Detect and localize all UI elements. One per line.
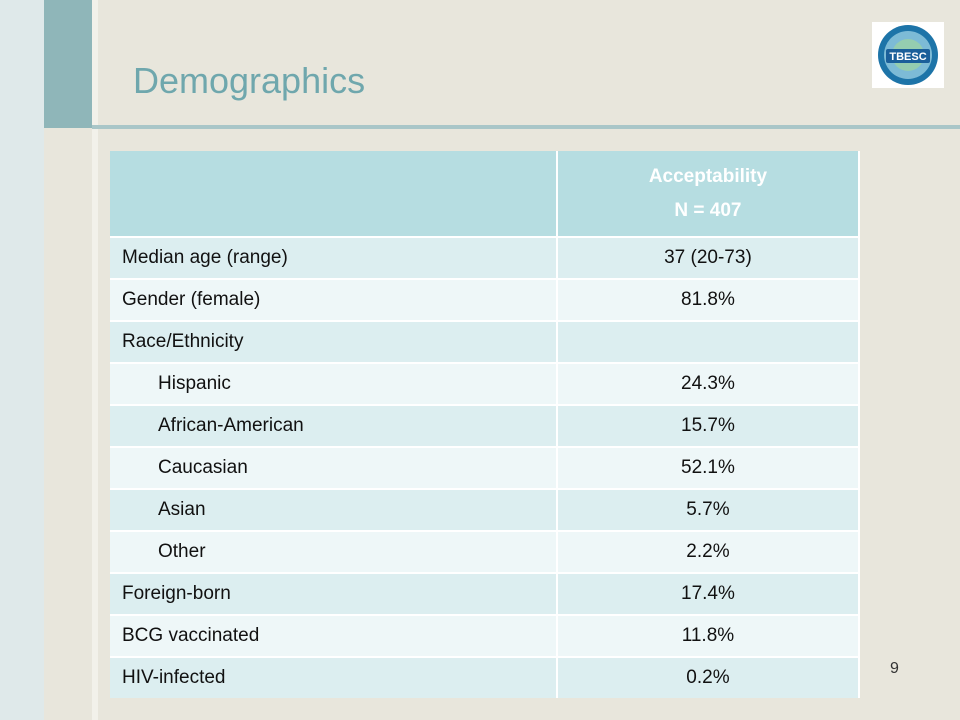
row-label: Foreign-born	[110, 572, 558, 615]
page-title: Demographics	[133, 60, 366, 101]
row-label: Hispanic	[110, 362, 558, 405]
table-row: HIV-infected 0.2%	[110, 656, 861, 698]
row-label: Other	[110, 530, 558, 573]
table-row: Hispanic 24.3%	[110, 362, 861, 405]
table-row: Other 2.2%	[110, 530, 861, 573]
row-value: 5.7%	[556, 488, 861, 531]
table-row: Caucasian 52.1%	[110, 446, 861, 489]
header-line-1: Acceptability	[648, 165, 768, 187]
table-row: Asian 5.7%	[110, 488, 861, 531]
inner-band	[92, 0, 98, 720]
row-value: 11.8%	[556, 614, 861, 657]
table-header-row: Acceptability N = 407	[110, 151, 861, 237]
logo-text: TBESC	[889, 51, 926, 63]
row-label: African-American	[110, 404, 558, 447]
page-number: 9	[890, 660, 899, 677]
table-row: Foreign-born 17.4%	[110, 572, 861, 615]
row-value	[556, 320, 861, 363]
tbesc-logo: TBESC	[872, 22, 944, 88]
row-value: 24.3%	[556, 362, 861, 405]
row-value: 15.7%	[556, 404, 861, 447]
demographics-table: Acceptability N = 407 Median age (range)…	[110, 151, 861, 698]
header-empty-cell	[110, 151, 558, 237]
row-label: Caucasian	[110, 446, 558, 489]
row-value: 2.2%	[556, 530, 861, 573]
table-row: BCG vaccinated 11.8%	[110, 614, 861, 657]
row-value: 81.8%	[556, 278, 861, 321]
table-row: African-American 15.7%	[110, 404, 861, 447]
row-value: 0.2%	[556, 656, 861, 698]
row-label: HIV-infected	[110, 656, 558, 698]
table-row: Gender (female) 81.8%	[110, 278, 861, 321]
row-label: Median age (range)	[110, 236, 558, 279]
title-divider	[92, 125, 960, 129]
header-line-2: N = 407	[674, 199, 742, 221]
header-acceptability: Acceptability N = 407	[556, 151, 861, 237]
row-label: Asian	[110, 488, 558, 531]
title-accent-block	[44, 0, 92, 128]
table-row: Median age (range) 37 (20-73)	[110, 236, 861, 279]
left-decorative-band	[0, 0, 44, 720]
row-label: BCG vaccinated	[110, 614, 558, 657]
row-value: 52.1%	[556, 446, 861, 489]
row-value: 17.4%	[556, 572, 861, 615]
tbesc-logo-icon: TBESC	[878, 25, 938, 85]
row-label: Gender (female)	[110, 278, 558, 321]
table-row: Race/Ethnicity	[110, 320, 861, 363]
row-value: 37 (20-73)	[556, 236, 861, 279]
row-label: Race/Ethnicity	[110, 320, 558, 363]
